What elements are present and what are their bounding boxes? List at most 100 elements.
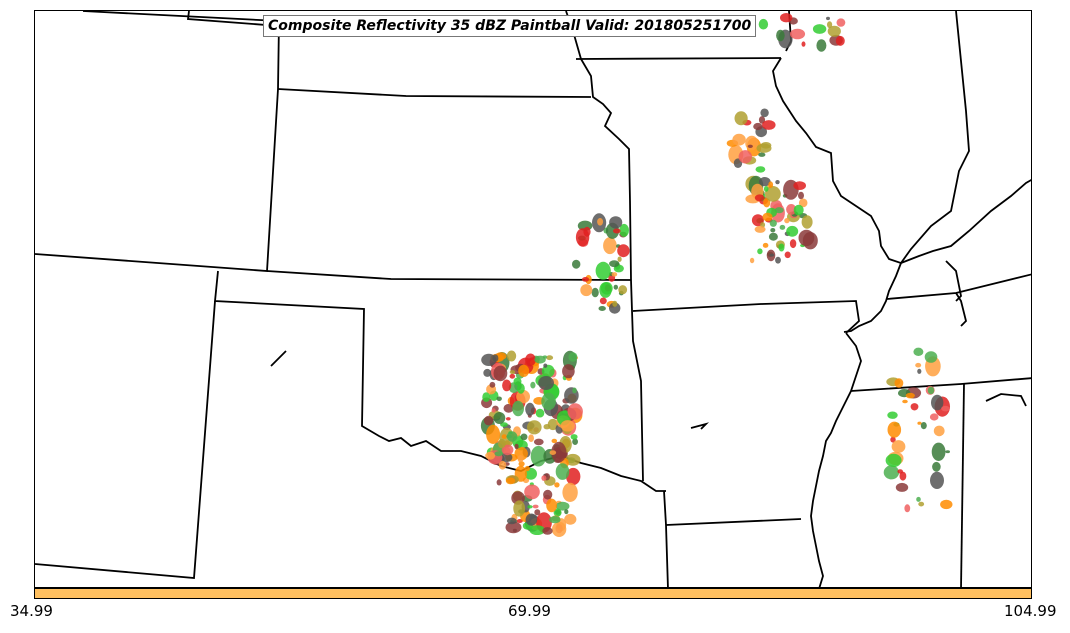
reflectivity-blob (493, 365, 508, 382)
reflectivity-blob (617, 256, 622, 262)
reflectivity-blob (762, 242, 769, 248)
reflectivity-blob (598, 306, 606, 311)
reflectivity-blob (917, 421, 922, 425)
reflectivity-blob (500, 422, 508, 427)
reflectivity-blob (483, 368, 492, 377)
state-line (665, 518, 802, 526)
reflectivity-blob (617, 244, 630, 258)
reflectivity-blob (581, 277, 590, 282)
reflectivity-blob (551, 438, 558, 444)
reflectivity-blob (562, 482, 578, 502)
state-boundaries (35, 11, 1031, 587)
reflectivity-blob (758, 116, 766, 124)
reflectivity-blob (498, 460, 507, 470)
reflectivity-blob (541, 475, 547, 481)
reflectivity-blob (776, 29, 785, 42)
reflectivity-blob (789, 239, 797, 249)
reflectivity-blob (555, 501, 570, 511)
reflectivity-blob (887, 411, 898, 419)
reflectivity-blob (801, 41, 806, 47)
reflectivity-blob (827, 21, 833, 29)
reflectivity-blob (599, 297, 607, 305)
reflectivity-blob (489, 381, 496, 388)
reflectivity-blob (917, 368, 922, 374)
reflectivity-blob (551, 521, 567, 538)
reflectivity-blob (895, 482, 909, 492)
reflectivity-blob (929, 413, 939, 421)
reflectivity-blob (512, 400, 524, 417)
reflectivity-blob (564, 509, 569, 515)
reflectivity-blob (566, 467, 581, 486)
reflectivity-blob (945, 450, 950, 454)
reflectivity-blob (493, 412, 506, 424)
reflectivity-blob (765, 186, 781, 202)
reflectivity-blob (755, 166, 766, 173)
reflectivity-blob (496, 479, 502, 486)
reflectivity-blob (529, 525, 545, 535)
reflectivity-blob (528, 434, 534, 443)
reflectivity-blob (543, 489, 553, 500)
state-line (630, 279, 644, 482)
reflectivity-blob (551, 441, 567, 463)
reflectivity-blob (534, 355, 546, 364)
reflectivity-blob (525, 353, 536, 367)
reflectivity-blob (618, 285, 628, 295)
reflectivity-blob (905, 392, 915, 399)
reflectivity-blob (509, 370, 516, 375)
state-line (277, 88, 592, 98)
reflectivity-blob (754, 225, 766, 233)
reflectivity-blob (774, 207, 784, 214)
colorbar-tick-min: 34.99 (10, 602, 53, 620)
state-line (900, 11, 970, 264)
map-panel (34, 10, 1032, 588)
reflectivity-blob (754, 194, 765, 202)
reflectivity-blob (910, 403, 919, 411)
reflectivity-blob (562, 364, 575, 379)
reflectivity-blob (603, 237, 617, 255)
reflectivity-blob (518, 364, 530, 377)
reflectivity-blob (538, 376, 554, 390)
reflectivity-blob (768, 181, 774, 188)
reflectivity-blob (518, 461, 525, 467)
reflectivity-blob (913, 347, 924, 356)
reflectivity-blob (780, 13, 793, 23)
reflectivity-blob (769, 219, 777, 227)
state-line (850, 377, 1031, 392)
reflectivity-blob (527, 420, 542, 435)
reflectivity-blob (915, 362, 922, 368)
reflectivity-blob (525, 402, 535, 416)
reflectivity-blob (560, 420, 575, 432)
reflectivity-blob (916, 496, 921, 502)
reflectivity-blob (613, 284, 618, 290)
reflectivity-blob (826, 16, 830, 21)
reflectivity-blob (524, 465, 531, 472)
reflectivity-blob (514, 446, 528, 461)
state-line (810, 332, 862, 587)
reflectivity-blob (835, 35, 845, 46)
reflectivity-blob (568, 352, 578, 362)
reflectivity-blob (786, 204, 797, 215)
reflectivity-blob (931, 442, 946, 461)
reflectivity-blob (498, 438, 506, 449)
reflectivity-blob (801, 215, 813, 229)
reflectivity-blob (760, 142, 772, 149)
reflectivity-blob (565, 453, 581, 466)
lake (985, 393, 1027, 407)
reflectivity-blob (572, 387, 577, 394)
state-line (955, 292, 967, 327)
reflectivity-blob (747, 144, 753, 148)
reflectivity-blob (775, 256, 781, 264)
state-line (960, 383, 965, 587)
reflectivity-blob (920, 422, 927, 430)
reflectivity-blob (535, 408, 545, 418)
reflectivity-blob (505, 521, 522, 534)
state-line (632, 300, 860, 334)
reflectivity-blob (549, 450, 557, 455)
reflectivity-blob (492, 354, 499, 362)
reflectivity-blob (549, 516, 561, 524)
reflectivity-blob (775, 180, 780, 185)
reflectivity-blob (533, 438, 544, 446)
reflectivity-blob (931, 394, 944, 411)
reflectivity-blob (501, 444, 514, 456)
reflectivity-blob (506, 431, 518, 442)
